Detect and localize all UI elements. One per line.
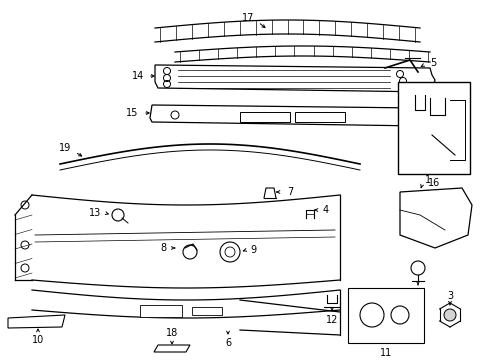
Polygon shape <box>399 188 471 248</box>
Text: 16: 16 <box>427 178 439 188</box>
Text: 17: 17 <box>242 13 254 23</box>
Text: 14: 14 <box>132 71 144 81</box>
Bar <box>347 288 423 343</box>
Bar <box>397 82 469 174</box>
Circle shape <box>443 309 455 321</box>
Text: 6: 6 <box>224 338 231 348</box>
Bar <box>240 112 289 122</box>
Polygon shape <box>155 65 434 92</box>
Text: 11: 11 <box>379 348 391 358</box>
Bar <box>140 305 182 317</box>
Text: 13: 13 <box>89 208 101 218</box>
Text: 10: 10 <box>32 335 44 345</box>
Text: 18: 18 <box>165 328 178 338</box>
Text: 15: 15 <box>125 108 138 118</box>
Polygon shape <box>150 105 421 126</box>
Polygon shape <box>8 315 65 328</box>
Text: 12: 12 <box>325 315 338 325</box>
Text: 7: 7 <box>286 187 292 197</box>
Bar <box>192 307 222 315</box>
Text: 1: 1 <box>424 175 430 185</box>
Text: 4: 4 <box>322 205 328 215</box>
Polygon shape <box>154 345 190 352</box>
Text: 19: 19 <box>59 143 71 153</box>
Text: 5: 5 <box>429 58 435 68</box>
Text: 8: 8 <box>160 243 166 253</box>
Bar <box>294 112 345 122</box>
Text: 2: 2 <box>414 290 420 300</box>
Text: 3: 3 <box>446 291 452 301</box>
Text: 9: 9 <box>249 245 256 255</box>
